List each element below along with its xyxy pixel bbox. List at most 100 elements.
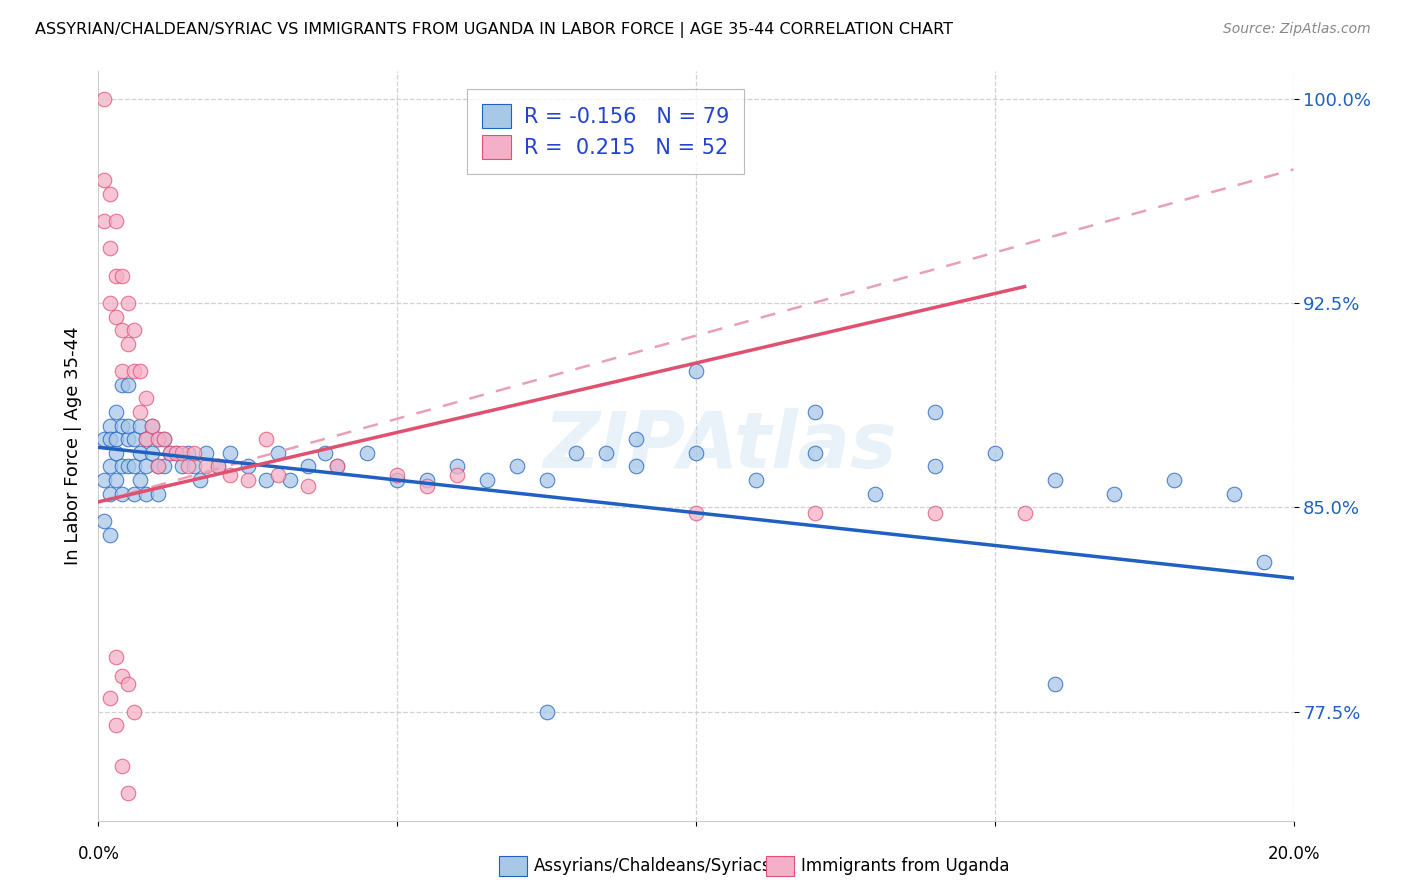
Point: [98, 691, 122, 706]
Point: [98, 186, 122, 201]
Point: [446, 467, 468, 482]
Point: [135, 392, 157, 406]
Point: [297, 478, 319, 492]
Point: [135, 432, 157, 446]
Point: [153, 432, 176, 446]
Point: [124, 323, 146, 337]
Point: [626, 432, 648, 446]
Point: [117, 336, 139, 351]
Point: [924, 405, 946, 419]
Point: [111, 364, 134, 378]
Point: [98, 242, 122, 256]
Point: [267, 446, 290, 460]
Point: [1014, 506, 1036, 520]
Point: [506, 459, 529, 474]
Point: [804, 506, 827, 520]
Point: [135, 486, 157, 500]
Point: [105, 718, 128, 732]
Text: 0.0%: 0.0%: [77, 845, 120, 863]
Point: [117, 418, 139, 433]
Point: [207, 459, 229, 474]
Point: [105, 446, 128, 460]
Point: [117, 432, 139, 446]
Point: [1253, 555, 1275, 569]
Point: [148, 432, 170, 446]
Point: [124, 486, 146, 500]
Point: [159, 446, 181, 460]
Point: [111, 377, 134, 392]
Point: [129, 364, 152, 378]
Point: [804, 446, 827, 460]
Point: [385, 467, 409, 482]
Point: [745, 473, 768, 487]
Point: [1104, 486, 1126, 500]
Point: [1223, 486, 1246, 500]
Point: [111, 486, 134, 500]
Point: [565, 446, 588, 460]
Point: [236, 473, 259, 487]
Point: [117, 459, 139, 474]
Point: [93, 173, 115, 187]
Point: [172, 459, 194, 474]
Point: [111, 669, 134, 683]
Point: [385, 473, 409, 487]
Point: [105, 405, 128, 419]
Point: [984, 446, 1007, 460]
Point: [207, 459, 229, 474]
Point: [117, 377, 139, 392]
Legend: R = -0.156   N = 79, R =  0.215   N = 52: R = -0.156 N = 79, R = 0.215 N = 52: [467, 89, 744, 174]
Point: [475, 473, 498, 487]
Point: [129, 418, 152, 433]
Text: Source: ZipAtlas.com: Source: ZipAtlas.com: [1223, 22, 1371, 37]
Point: [446, 459, 468, 474]
Point: [105, 268, 128, 283]
Point: [117, 677, 139, 691]
Text: Assyrians/Chaldeans/Syriacs: Assyrians/Chaldeans/Syriacs: [534, 857, 772, 875]
Point: [297, 459, 319, 474]
Point: [98, 486, 122, 500]
Point: [219, 467, 242, 482]
Point: [111, 759, 134, 773]
Point: [267, 467, 290, 482]
Point: [626, 459, 648, 474]
Point: [124, 705, 146, 719]
Point: [685, 364, 707, 378]
Point: [1043, 473, 1066, 487]
Point: [98, 527, 122, 541]
Point: [685, 446, 707, 460]
Point: [153, 459, 176, 474]
Point: [326, 459, 349, 474]
Point: [165, 446, 187, 460]
Point: [148, 486, 170, 500]
Point: [172, 446, 194, 460]
Point: [117, 786, 139, 800]
Point: [177, 446, 200, 460]
Point: [804, 405, 827, 419]
Point: [183, 459, 205, 474]
Point: [98, 418, 122, 433]
Point: [124, 432, 146, 446]
Point: [177, 459, 200, 474]
Point: [924, 506, 946, 520]
Point: [595, 446, 617, 460]
Point: [129, 405, 152, 419]
Point: [165, 446, 187, 460]
Point: [141, 446, 163, 460]
Point: [1163, 473, 1185, 487]
Point: [1043, 677, 1066, 691]
Text: ASSYRIAN/CHALDEAN/SYRIAC VS IMMIGRANTS FROM UGANDA IN LABOR FORCE | AGE 35-44 CO: ASSYRIAN/CHALDEAN/SYRIAC VS IMMIGRANTS F…: [35, 22, 953, 38]
Point: [315, 446, 337, 460]
Point: [93, 432, 115, 446]
Point: [111, 459, 134, 474]
Point: [105, 473, 128, 487]
Point: [111, 268, 134, 283]
Point: [93, 214, 115, 228]
Point: [536, 705, 558, 719]
Point: [105, 310, 128, 324]
Point: [111, 323, 134, 337]
Point: [188, 473, 211, 487]
Point: [254, 432, 277, 446]
Point: [98, 459, 122, 474]
Point: [93, 514, 115, 528]
Point: [219, 446, 242, 460]
